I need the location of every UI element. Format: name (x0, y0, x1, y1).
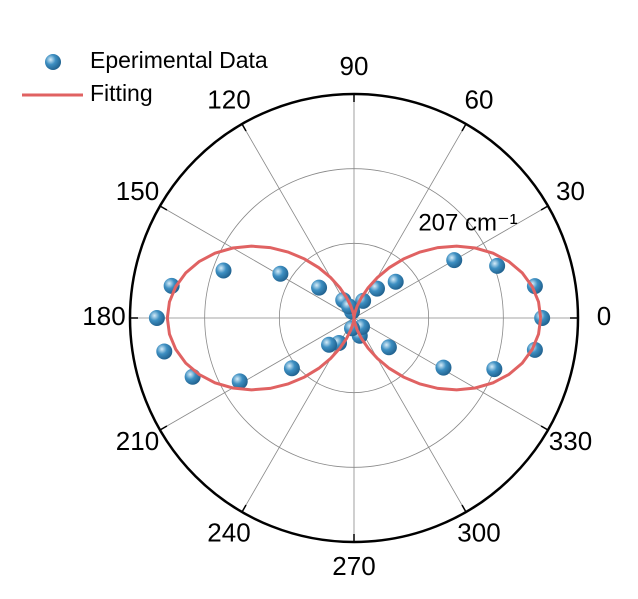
theta-tick-label: 240 (207, 517, 250, 547)
theta-tick-label: 180 (82, 301, 125, 331)
data-point (231, 373, 248, 390)
data-point (534, 310, 551, 326)
tick-mark (159, 205, 168, 211)
grid-spoke (159, 205, 355, 319)
data-point (446, 252, 463, 269)
data-point (486, 361, 503, 378)
theta-tick-label: 300 (457, 517, 500, 547)
data-point (387, 273, 404, 290)
theta-tick-label: 0 (597, 301, 611, 331)
theta-tick-label: 150 (116, 176, 159, 206)
annotation: 207 cm⁻¹ (418, 209, 517, 236)
theta-tick-label: 270 (332, 551, 375, 581)
theta-tick-label: 30 (556, 176, 585, 206)
data-point (272, 265, 289, 282)
legend-label: Eperimental Data (90, 47, 268, 73)
theta-tick-label: 120 (207, 84, 250, 114)
tick-mark (540, 425, 549, 431)
grid-spoke (159, 317, 355, 431)
legend: Eperimental Data Fitting (22, 47, 268, 106)
tick-mark (159, 425, 168, 431)
outer-circle (128, 92, 580, 544)
grid-spoke (241, 317, 355, 513)
theta-tick-label: 90 (340, 51, 369, 81)
theta-tick-label: 60 (465, 84, 494, 114)
fit-line (165, 244, 543, 392)
data-point (148, 310, 165, 326)
data-point (321, 336, 338, 353)
data-point (283, 360, 300, 377)
tick-mark (461, 123, 467, 132)
grid-spoke (241, 123, 355, 319)
plot (148, 244, 551, 392)
theta-tick-label: 330 (549, 426, 592, 456)
data-point (435, 359, 452, 376)
data-point (526, 278, 543, 295)
data-point (380, 339, 397, 356)
grid-spoke (353, 317, 549, 431)
data-point (184, 368, 201, 385)
data-point (156, 343, 173, 360)
tick-mark (241, 123, 247, 132)
data-point (489, 257, 506, 274)
tick-mark (241, 504, 247, 513)
labels: 0 30 60 90 120 150 180 210 240 270 300 330 (82, 51, 611, 581)
tick-mark (461, 504, 467, 513)
legend-label: Fitting (90, 80, 153, 106)
data-point (215, 262, 232, 279)
grid-spoke (353, 317, 467, 513)
data-point (526, 341, 543, 358)
theta-tick-label: 210 (116, 426, 159, 456)
tick-mark (540, 205, 549, 211)
legend-marker (45, 54, 61, 70)
data-point (311, 279, 328, 296)
